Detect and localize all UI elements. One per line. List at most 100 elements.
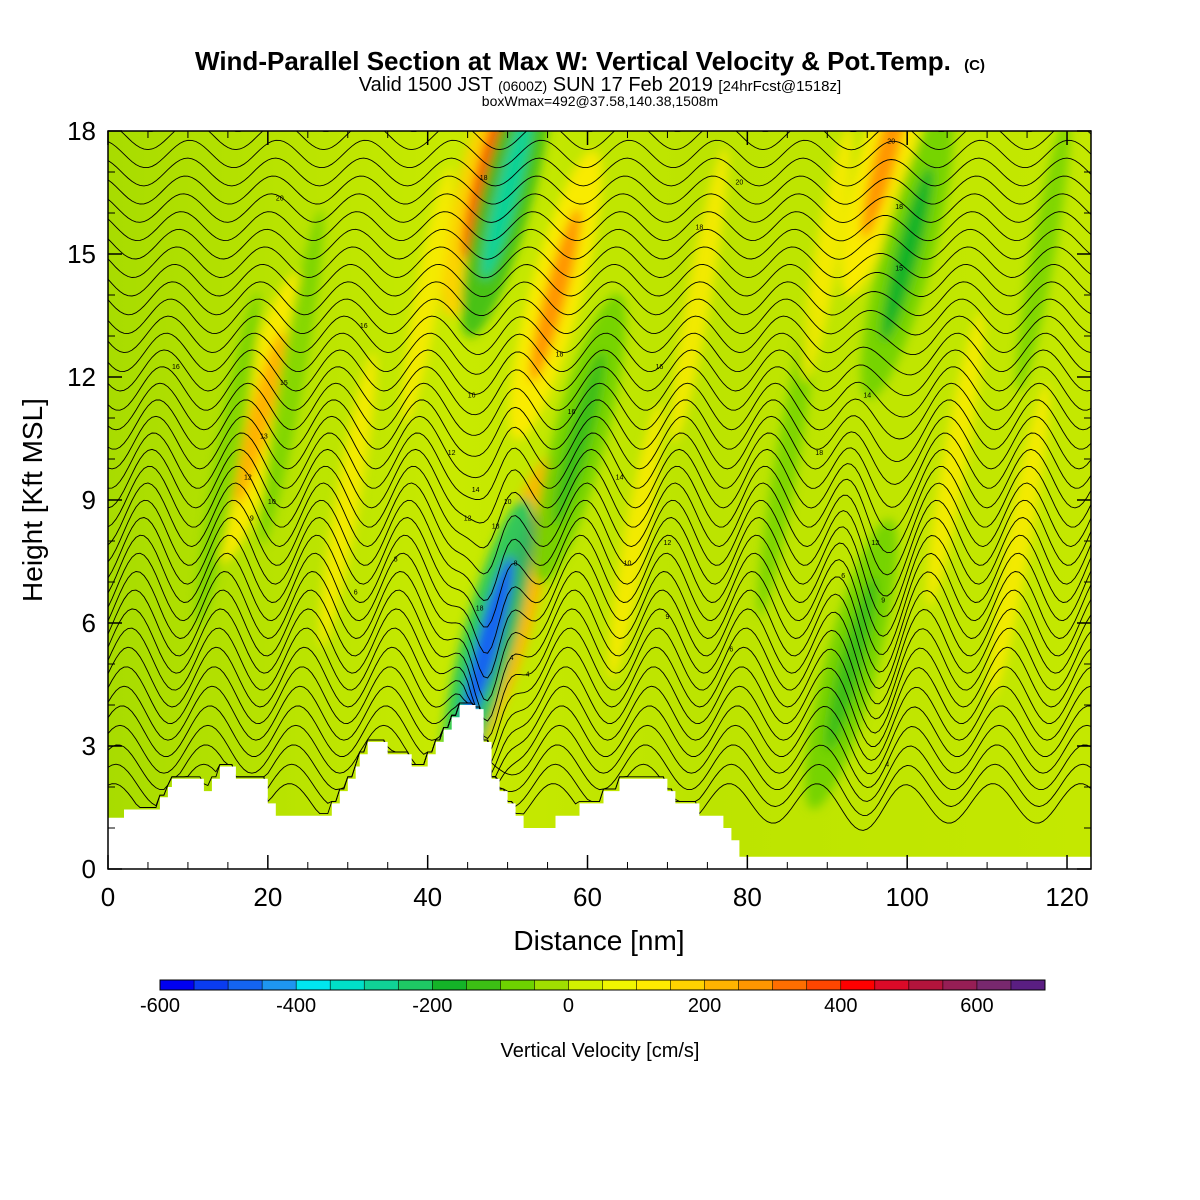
contour-label: 15	[280, 380, 288, 387]
axes: 0 20 40 60 80 100 120 0 3 6 9 12 15 18	[67, 116, 1091, 912]
downdraft-core	[881, 167, 933, 341]
isentrope-line	[108, 685, 1091, 778]
colorbar-swatch	[942, 980, 978, 990]
isentrope-line	[108, 627, 1091, 750]
isentrope-line	[108, 399, 1091, 462]
contour-label: 10	[268, 499, 276, 506]
contour-label: 6	[729, 647, 733, 654]
isentrope-line	[108, 646, 1091, 764]
plot-area: 6 8 9 10 12 13 15 16 16 20 12 16 12 14 18 18 10 8 4 4 18 18 16…	[108, 131, 1091, 869]
contour-label: 9	[250, 516, 254, 523]
contour-label: 10	[624, 561, 632, 568]
downdraft-core	[553, 351, 606, 526]
colorbar-swatch	[466, 980, 501, 990]
contour-label: 18	[492, 524, 500, 531]
contour-label: 4	[510, 655, 514, 662]
isentrope-line	[108, 246, 1091, 279]
isentrope-line	[108, 349, 1091, 397]
colorbar-swatch	[500, 980, 535, 990]
contour-label: 16	[172, 364, 180, 371]
x-tick-label: 80	[733, 882, 762, 912]
forecast-label: [24hrFcst@1518z]	[718, 78, 841, 95]
colorbar-swatch	[296, 980, 331, 990]
colorbar-tick-label: 400	[824, 995, 857, 1017]
y-tick-label: 18	[67, 116, 96, 146]
weak-updraft-band	[319, 352, 377, 648]
contour-label: 18	[476, 606, 484, 613]
isentrope-line	[108, 382, 1091, 440]
contour-label: 16	[468, 393, 476, 400]
chart-subtitle-valid: Valid 1500 JST (0600Z) SUN 17 Feb 2019 […	[359, 74, 841, 96]
isentrope-line	[108, 571, 1091, 702]
contour-label: 6	[354, 589, 358, 596]
contour-label: 12	[244, 475, 252, 482]
isentrope-line	[108, 139, 1091, 169]
weak-updraft-band	[926, 311, 984, 607]
isentrope-line	[119, 131, 1091, 151]
contour-label: 16	[360, 323, 368, 330]
isentrope-line	[108, 666, 1091, 775]
contour-label: 18	[695, 224, 703, 231]
isentrope-line	[108, 366, 1091, 418]
valid-date: SUN 17 Feb 2019	[553, 74, 713, 96]
isentrope-line	[108, 193, 1091, 224]
colorbar-tick-label: 600	[960, 995, 993, 1017]
valid-prefix: Valid 1500 JST	[359, 74, 493, 96]
contour-label: 15	[895, 265, 903, 272]
colorbar-swatch	[602, 980, 638, 990]
contour-label: 16	[656, 364, 664, 371]
x-tick-label: 40	[413, 882, 442, 912]
contour-label: 12	[664, 540, 672, 547]
colorbar-swatch	[228, 980, 263, 990]
colorbar-swatch	[1010, 980, 1046, 990]
colorbar-frame	[159, 979, 1046, 991]
copyright-mark: (C)	[964, 57, 985, 74]
colorbar-swatch	[398, 980, 433, 990]
isentrope-line	[108, 517, 1091, 628]
potential-temperature-contours	[108, 131, 1091, 831]
isentrope-line	[108, 157, 1091, 187]
isentrope-line	[108, 702, 1091, 802]
contour-labels: 6 8 9 10 12 13 15 16 16 20 12 16 12 14 18 18 10 8 4 4 18 18 16…	[172, 138, 903, 768]
isentrope-line	[108, 281, 1091, 317]
x-tick-label: 100	[885, 882, 928, 912]
contour-label: 9	[881, 598, 885, 605]
colorbar-swatch	[908, 980, 944, 990]
isentrope-line	[108, 228, 1091, 260]
contour-label: 6	[841, 573, 845, 580]
colorbar-tick-label: -200	[412, 995, 452, 1017]
contour-label: 14	[616, 475, 624, 482]
y-tick-label: 12	[67, 362, 96, 392]
colorbar-swatch	[704, 980, 740, 990]
colorbar-swatch	[636, 980, 672, 990]
contour-label: 18	[556, 352, 564, 359]
colorbar-swatch	[874, 980, 910, 990]
isentrope-line	[108, 332, 1091, 376]
isentrope-line	[108, 608, 1091, 740]
isentrope-line	[108, 589, 1091, 722]
contour-label: 9	[665, 614, 669, 621]
contour-label: 18	[815, 450, 823, 457]
isentrope-line	[108, 315, 1091, 356]
isentrope-line	[108, 415, 1091, 485]
colorbar-tick-label: 0	[563, 995, 574, 1017]
weak-downdraft-band	[1016, 131, 1071, 392]
chart-title-main: Wind-Parallel Section at Max W: Vertical…	[195, 46, 951, 76]
isentrope-line	[108, 702, 1091, 788]
valid-utc: (0600Z)	[498, 78, 547, 94]
colorbar-swatch	[432, 980, 467, 990]
colorbar-swatch	[330, 980, 365, 990]
colorbar-swatch	[840, 980, 876, 990]
chart-title: Wind-Parallel Section at Max W: Vertical…	[195, 46, 985, 76]
y-tick-label: 6	[82, 608, 96, 638]
contour-label: 8	[394, 557, 398, 564]
colorbar-swatch	[806, 980, 842, 990]
y-tick-label: 15	[67, 239, 96, 269]
colorbar-tick-label: -400	[276, 995, 316, 1017]
downdraft-core	[462, 556, 514, 731]
colorbar-swatch	[262, 980, 297, 990]
weak-downdraft-band	[757, 301, 818, 617]
weak-updraft-band	[670, 147, 729, 443]
x-axis-label: Distance [nm]	[513, 925, 684, 956]
weak-updraft-band	[608, 403, 663, 679]
